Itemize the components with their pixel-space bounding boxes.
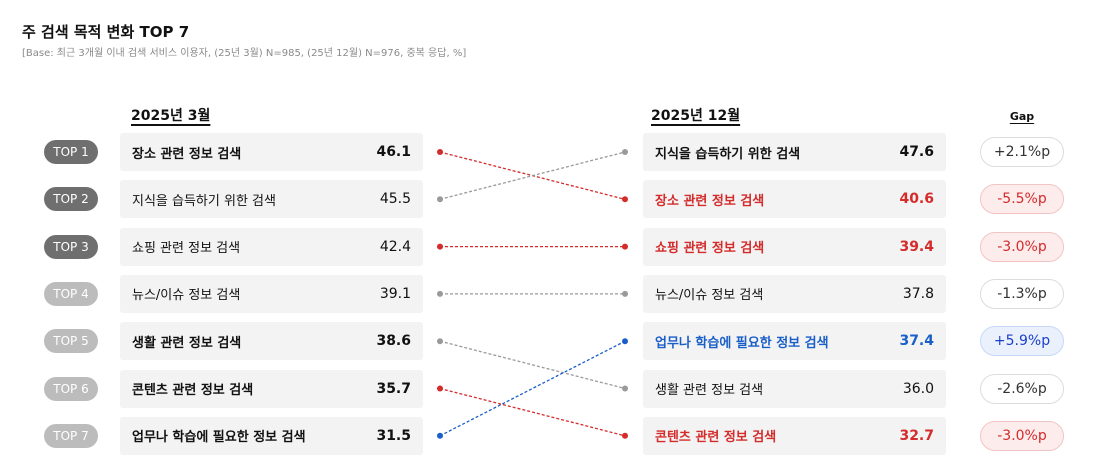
base-note: [Base: 최근 3개월 이내 검색 서비스 이용자, (25년 3월) N=… xyxy=(22,48,467,59)
connector-dot xyxy=(622,290,628,297)
gap-badge: -1.3%p xyxy=(980,278,1064,309)
march-item: 지식을 습득하기 위한 검색 45.5 xyxy=(120,180,423,219)
march-item: 쇼핑 관련 정보 검색 42.4 xyxy=(120,227,423,266)
december-item-label: 업무나 학습에 필요한 정보 검색 xyxy=(655,335,829,351)
march-item: 업무나 학습에 필요한 정보 검색 31.5 xyxy=(120,416,423,455)
march-item-label: 쇼핑 관련 정보 검색 xyxy=(132,241,241,257)
march-item-label: 생활 관련 정보 검색 xyxy=(132,335,242,351)
december-item: 장소 관련 정보 검색 40.6 xyxy=(643,180,946,219)
gap-column-header: Gap xyxy=(1009,110,1035,123)
rank-badge: TOP 3 xyxy=(44,234,98,259)
march-item: 생활 관련 정보 검색 38.6 xyxy=(120,322,423,361)
gap-badge: +5.9%p xyxy=(980,326,1064,357)
december-item-value: 39.4 xyxy=(899,238,934,255)
connector-line xyxy=(439,340,626,437)
connector-dot xyxy=(622,243,628,250)
march-item-label: 지식을 습득하기 위한 검색 xyxy=(132,193,276,209)
connector-dot xyxy=(437,290,443,297)
december-item-label: 뉴스/이슈 정보 검색 xyxy=(655,288,764,304)
connector-dot xyxy=(437,338,443,345)
connector-dot xyxy=(622,149,628,155)
march-item: 장소 관련 정보 검색 46.1 xyxy=(120,133,423,171)
march-item-value: 31.5 xyxy=(376,427,411,444)
connector-dot xyxy=(437,149,443,155)
december-item-value: 47.6 xyxy=(899,144,934,160)
page-title: 주 검색 목적 변화 TOP 7 xyxy=(22,23,190,41)
connector-line xyxy=(439,151,626,200)
march-item-value: 39.1 xyxy=(379,285,411,302)
gap-badge: -3.0%p xyxy=(980,231,1064,262)
december-item-value: 37.4 xyxy=(899,333,934,350)
december-item-label: 장소 관련 정보 검색 xyxy=(655,193,765,209)
december-item-value: 37.8 xyxy=(902,285,934,302)
march-item: 콘텐츠 관련 정보 검색 35.7 xyxy=(120,369,423,408)
connector-dot xyxy=(622,338,628,345)
december-column-header: 2025년 12월 xyxy=(651,108,741,124)
march-item-value: 46.1 xyxy=(376,144,411,160)
march-item-label: 뉴스/이슈 정보 검색 xyxy=(132,288,241,304)
connector-line xyxy=(439,340,626,390)
december-item: 생활 관련 정보 검색 36.0 xyxy=(643,369,946,408)
connector-dot xyxy=(437,432,443,439)
gap-badge: -3.0%p xyxy=(980,420,1064,451)
december-item: 콘텐츠 관련 정보 검색 32.7 xyxy=(643,416,946,455)
connector-dot xyxy=(622,432,628,439)
connector-dot xyxy=(437,196,443,203)
gap-badge: -5.5%p xyxy=(980,184,1064,215)
december-item-label: 지식을 습득하기 위한 검색 xyxy=(655,146,801,162)
connector-dot xyxy=(622,196,628,203)
rank-badge: TOP 4 xyxy=(44,281,98,306)
december-item: 쇼핑 관련 정보 검색 39.4 xyxy=(643,227,946,266)
december-item-value: 40.6 xyxy=(899,191,934,208)
march-item-label: 콘텐츠 관련 정보 검색 xyxy=(132,383,254,398)
march-item-label: 장소 관련 정보 검색 xyxy=(132,146,242,162)
gap-badge: +2.1%p xyxy=(980,137,1064,167)
december-item: 뉴스/이슈 정보 검색 37.8 xyxy=(643,274,946,313)
december-item-label: 콘텐츠 관련 정보 검색 xyxy=(655,430,777,446)
december-item-value: 36.0 xyxy=(902,380,934,397)
connector-line xyxy=(439,387,626,437)
connector-dot xyxy=(437,243,443,250)
march-column-header: 2025년 3월 xyxy=(131,108,211,124)
december-item-label: 쇼핑 관련 정보 검색 xyxy=(655,241,765,257)
december-item-label: 생활 관련 정보 검색 xyxy=(655,383,764,398)
march-item-value: 35.7 xyxy=(376,380,411,397)
december-item: 업무나 학습에 필요한 정보 검색 37.4 xyxy=(643,322,946,361)
connector-dot xyxy=(437,385,443,392)
march-item-value: 42.4 xyxy=(379,238,411,255)
march-item-label: 업무나 학습에 필요한 정보 검색 xyxy=(132,430,306,446)
connector-line xyxy=(439,151,626,200)
rank-badge: TOP 5 xyxy=(44,329,98,354)
rank-badge: TOP 2 xyxy=(44,187,98,212)
connector-dot xyxy=(622,385,628,392)
december-item: 지식을 습득하기 위한 검색 47.6 xyxy=(643,133,946,171)
march-item-value: 38.6 xyxy=(376,333,411,350)
rank-badge: TOP 7 xyxy=(44,423,98,448)
december-item-value: 32.7 xyxy=(899,427,934,444)
gap-badge: -2.6%p xyxy=(980,373,1064,404)
rank-badge: TOP 1 xyxy=(44,140,98,164)
march-item: 뉴스/이슈 정보 검색 39.1 xyxy=(120,274,423,313)
rank-badge: TOP 6 xyxy=(44,376,98,401)
march-item-value: 45.5 xyxy=(379,191,411,208)
